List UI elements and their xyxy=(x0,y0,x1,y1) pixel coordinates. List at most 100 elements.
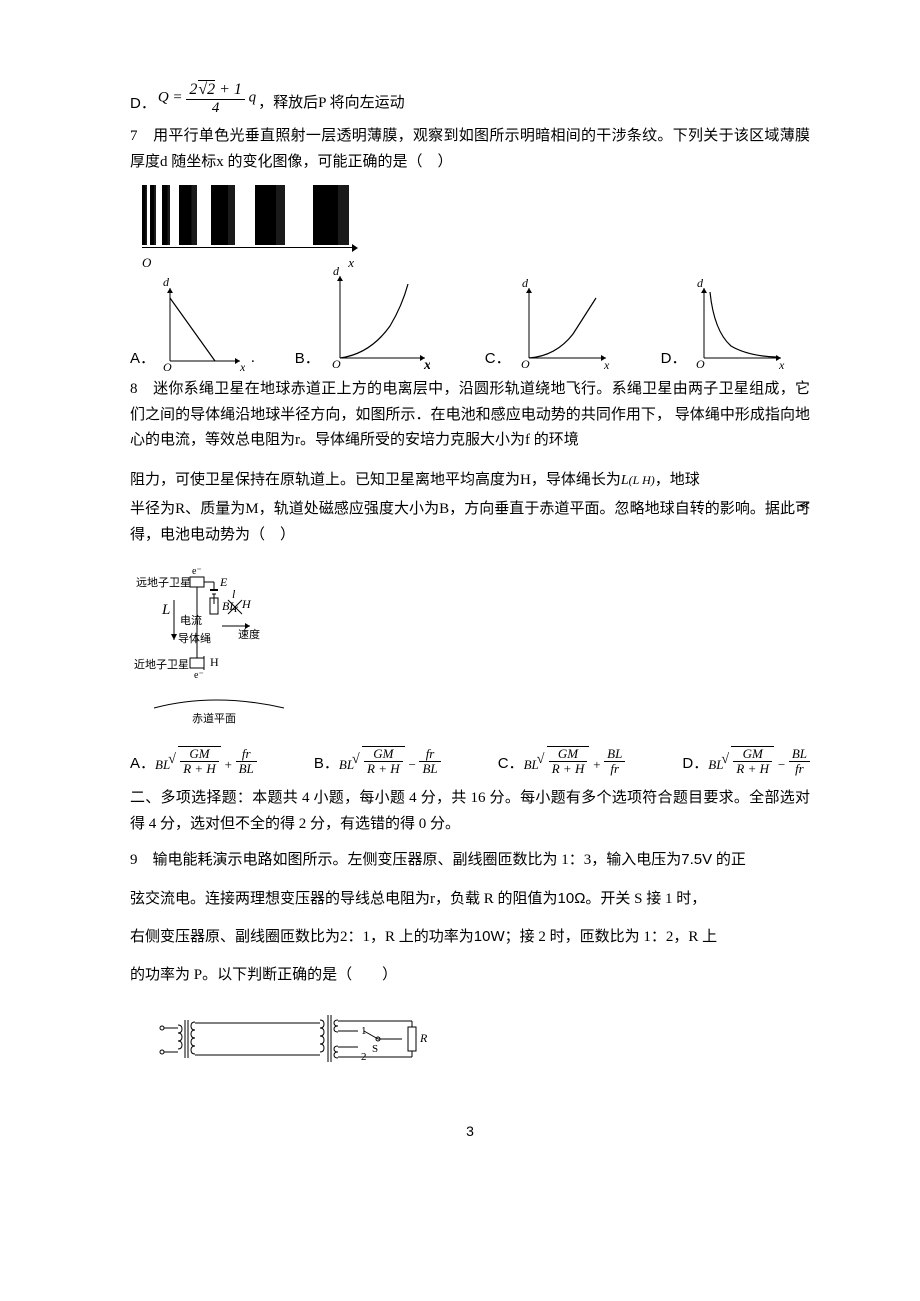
q9-v1: 7.5V xyxy=(681,851,712,868)
fringe xyxy=(162,185,170,245)
q9-p4: 的功率为 P。以下判断正确的是（ ） xyxy=(130,963,810,989)
q8-option-b: B． BL GMR + H − frBL xyxy=(314,746,441,777)
q7-options-row: A． d O x . B． d O x C． d O x xyxy=(130,266,810,371)
sqrt-icon: GMR + H xyxy=(170,746,221,777)
q6d-eqleft: Q = xyxy=(158,89,183,105)
svg-text:速度: 速度 xyxy=(238,627,260,641)
q7-text: 7 用平行单色光垂直照射一层透明薄膜，观察到如图所示明暗相间的干涉条纹。下列关于… xyxy=(130,124,810,175)
q7-num: 7 xyxy=(130,128,138,144)
q7-b-label: B． xyxy=(295,346,320,372)
q7-a-label: A． xyxy=(130,346,155,372)
svg-text:H: H xyxy=(241,597,252,611)
option-d-label: D． xyxy=(130,91,156,117)
section2-header: 二、多项选择题：本题共 4 小题，每小题 4 分，共 16 分。每小题有多个选项… xyxy=(130,786,810,837)
svg-text:x: x xyxy=(778,358,785,371)
svg-text:e⁻: e⁻ xyxy=(192,566,202,577)
q8-option-c: C． BL GMR + H + BLfr xyxy=(498,746,626,777)
q7-d-label: D． xyxy=(661,346,687,372)
q8-p2: 阻力，可使卫星保持在原轨道上。已知卫星离地平均高度为H，导体绳长为L(L H)，… xyxy=(130,468,810,494)
svg-text:O: O xyxy=(163,360,172,371)
svg-text:O: O xyxy=(696,357,705,371)
fringe-row xyxy=(142,185,810,245)
graph-b: d O x xyxy=(320,266,430,371)
q6d-q: q xyxy=(249,89,257,105)
fringe-axis: O x xyxy=(142,247,352,248)
q9-p3: 右侧变压器原、副线圈匝数比为2：1，R 上的功率为10W；接 2 时，匝数比为 … xyxy=(130,924,810,951)
svg-text:O: O xyxy=(332,357,341,371)
graph-a: d O x xyxy=(155,276,245,371)
q8-p2a: 阻力，可使卫星保持在原轨道上。已知卫星离地平均高度为H，导体绳长为 xyxy=(130,472,621,488)
q9-p1b: 的正 xyxy=(716,852,746,868)
q7-option-a: A． d O x . xyxy=(130,276,255,371)
q7-c-label: C． xyxy=(485,346,511,372)
transformer-diagram: 1 2 S R xyxy=(150,1000,810,1090)
svg-text:近地子卫星: 近地子卫星 xyxy=(134,658,189,671)
svg-text:导体绳: 导体绳 xyxy=(178,631,211,645)
q9-p2a: 弦交流电。连接两理想变压器的导线总电阻为r，负载 R 的阻值为 xyxy=(130,891,558,907)
graph-c: d O x xyxy=(511,276,611,371)
fringe xyxy=(211,185,235,245)
q8-p2b: ，地球 xyxy=(655,472,700,488)
satellite-diagram: 远地子卫星 e⁻ E BL l r H L 电流 导体绳 速度 近地子卫星 e⁻… xyxy=(134,560,810,740)
svg-text:d: d xyxy=(522,276,529,290)
q9-num: 9 xyxy=(130,852,138,868)
svg-text:e⁻: e⁻ xyxy=(194,670,204,681)
q7-option-d: D． d O x xyxy=(661,276,787,371)
svg-text:1: 1 xyxy=(361,1025,367,1037)
fringe xyxy=(313,185,349,245)
plus: + xyxy=(221,754,236,776)
svg-text:x: x xyxy=(239,360,245,371)
q6d-tail: ，释放后P 将向左运动 xyxy=(258,91,405,117)
much-less-icon: ≪ xyxy=(798,497,810,516)
svg-text:d: d xyxy=(333,266,340,278)
q7-option-b: B． d O x xyxy=(295,266,430,371)
label-far-sat: 远地子卫星 xyxy=(136,576,191,589)
q9-p1: 9 输电能耗演示电路如图所示。左侧变压器原、副线圈匝数比为 1：3，输入电压为7… xyxy=(130,847,810,874)
q8-option-a: A． BL GMR + H + frBL xyxy=(130,746,257,777)
q7-body: 用平行单色光垂直照射一层透明薄膜，观察到如图所示明暗相间的干涉条纹。下列关于该区… xyxy=(130,128,810,170)
graph-d: d O x xyxy=(686,276,786,371)
arrowhead-icon xyxy=(352,244,358,252)
svg-text:S: S xyxy=(372,1043,378,1055)
bl: BL xyxy=(236,762,257,776)
q8-a-label: A． xyxy=(130,751,155,777)
q8-c-label: C． xyxy=(498,751,524,777)
q8-num: 8 xyxy=(130,381,138,397)
fringe xyxy=(179,185,197,245)
q8-p3: 半径为R、质量为M，轨道处磁感应强度大小为B，方向垂直于赤道平面。忽略地球自转的… xyxy=(130,497,810,548)
q6-option-d: D． Q = 2√2 + 1 4 q ，释放后P 将向左运动 xyxy=(130,80,810,116)
q6d-formula: Q = 2√2 + 1 4 q xyxy=(158,80,256,116)
gm: GM xyxy=(180,747,219,762)
interference-pattern: O x xyxy=(142,185,810,248)
svg-text:O: O xyxy=(521,357,530,371)
q6d-den: 4 xyxy=(186,100,245,117)
fr: fr xyxy=(236,747,257,762)
svg-text:H: H xyxy=(210,655,219,669)
fringe xyxy=(255,185,285,245)
q8-p3-text: 半径为R、质量为M，轨道处磁感应强度大小为B，方向垂直于赤道平面。忽略地球自转的… xyxy=(130,501,810,543)
q6d-num: 2√2 + 1 xyxy=(186,80,245,100)
q8-p1-text: 迷你系绳卫星在地球赤道正上方的电离层中，沿圆形轨道绕地飞行。系绳卫星由两子卫星组… xyxy=(130,381,810,448)
q8-inline-L: L xyxy=(621,473,629,488)
axis-origin-label: O xyxy=(142,252,151,274)
q8-p1: 8 迷你系绳卫星在地球赤道正上方的电离层中，沿圆形轨道绕地飞行。系绳卫星由两子卫… xyxy=(130,377,810,454)
q7-option-c: C． d O x xyxy=(485,276,611,371)
svg-text:赤道平面: 赤道平面 xyxy=(192,711,236,725)
q8-option-d: D． BL GMR + H − BLfr xyxy=(682,746,810,777)
q6d-fraction: 2√2 + 1 4 xyxy=(186,80,245,116)
page-number: 3 xyxy=(130,1120,810,1144)
svg-text:电流: 电流 xyxy=(180,613,202,627)
svg-text:x: x xyxy=(603,358,610,371)
rh: R + H xyxy=(180,762,219,776)
q9-p2: 弦交流电。连接两理想变压器的导线总电阻为r，负载 R 的阻值为10Ω。开关 S … xyxy=(130,886,810,913)
svg-text:L: L xyxy=(161,602,170,618)
q8-b-label: B． xyxy=(314,751,339,777)
svg-text:d: d xyxy=(697,276,704,290)
svg-text:E: E xyxy=(219,575,228,589)
q8-options: A． BL GMR + H + frBL B． BL GMR + H − frB… xyxy=(130,746,810,777)
svg-text:d: d xyxy=(163,276,170,289)
q9-p1a: 输电能耗演示电路如图所示。左侧变压器原、副线圈匝数比为 1：3，输入电压为 xyxy=(153,852,682,868)
q9-v2: 10Ω xyxy=(558,890,586,907)
q8-d-label: D． xyxy=(682,751,708,777)
q9-p2b: 。开关 S 接 1 时， xyxy=(585,891,706,907)
